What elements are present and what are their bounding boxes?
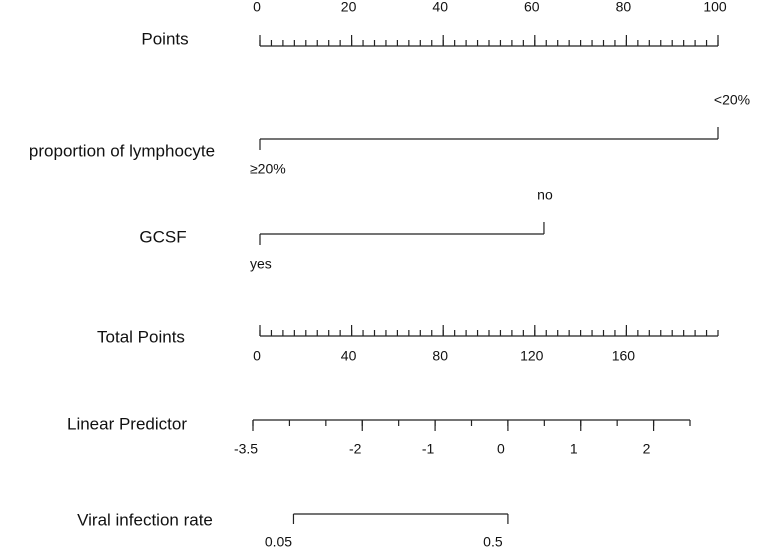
tick-label: 80 [432,348,448,364]
row-name: Linear Predictor [67,414,187,433]
tick-label: 0 [253,0,261,15]
row-name: GCSF [139,227,186,246]
tick-label: 20 [341,0,357,15]
row-name: Points [141,29,188,48]
probability-label: 0.05 [265,534,292,549]
tick-label: -2 [349,441,362,457]
tick-label: 120 [520,348,544,364]
tick-label: -3.5 [234,441,258,457]
tick-label: 60 [524,0,540,15]
tick-label: 100 [703,0,727,15]
tick-label: 0 [253,348,261,364]
tick-label: 2 [643,441,651,457]
row-name: Viral infection rate [77,510,213,529]
row-name: proportion of lymphocyte [29,141,215,160]
probability-label: 0.5 [483,534,503,549]
tick-label: 40 [341,348,357,364]
level-label: no [537,187,553,203]
tick-label: 160 [612,348,636,364]
row-name: Total Points [97,327,185,346]
tick-label: 1 [570,441,578,457]
tick-label: 80 [616,0,632,15]
level-label: yes [250,256,272,272]
level-label: ≥20% [250,161,286,177]
tick-label: -1 [422,441,435,457]
level-label: <20% [714,92,750,108]
tick-label: 40 [432,0,448,15]
tick-label: 0 [497,441,505,457]
